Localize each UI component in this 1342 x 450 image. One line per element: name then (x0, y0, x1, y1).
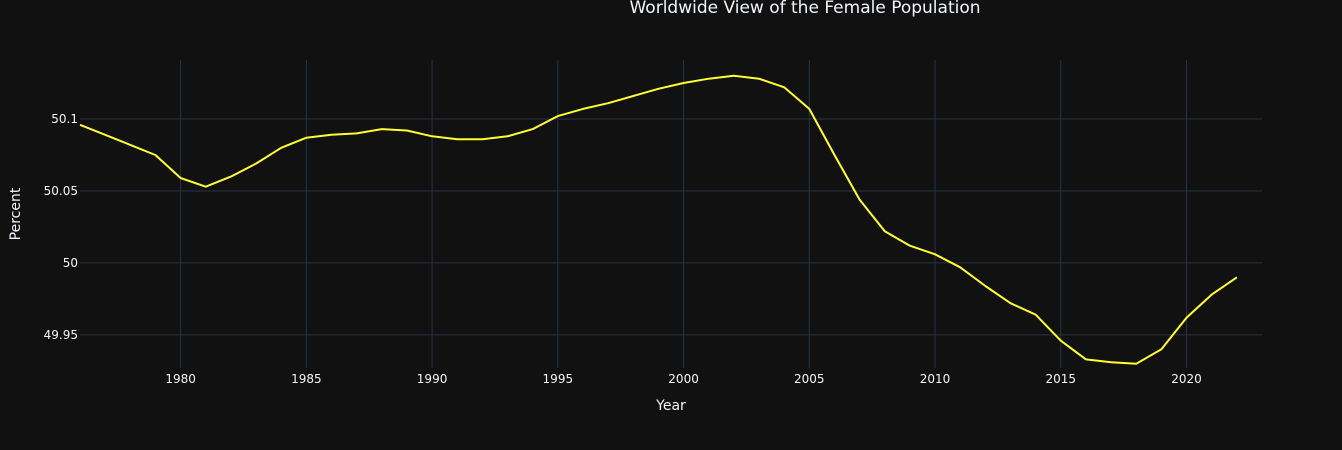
y-tick-labels: 49.95 50 50.05 50.1 (44, 112, 78, 342)
x-tick-label: 1995 (543, 372, 574, 386)
y-tick-label: 49.95 (44, 328, 78, 342)
x-axis-title: Year (655, 398, 686, 414)
y-axis-title: Percent (8, 187, 24, 240)
x-tick-label: 1990 (417, 372, 448, 386)
chart-title: Worldwide View of the Female Population (629, 0, 980, 18)
series-layer (79, 74, 1238, 365)
x-tick-labels: 1980 1985 1990 1995 2000 2005 2010 2015 2020 (165, 372, 1202, 386)
x-tick-label: 2020 (1171, 372, 1202, 386)
x-tick-label: 1985 (291, 372, 322, 386)
x-tick-label: 2015 (1046, 372, 1077, 386)
x-grid (180, 60, 1188, 368)
series-line[interactable] (79, 74, 1238, 365)
y-tick-label: 50 (63, 256, 78, 270)
y-tick-label: 50.05 (44, 184, 78, 198)
x-tick-label: 1980 (165, 372, 196, 386)
x-tick-label: 2010 (920, 372, 951, 386)
y-grid (80, 118, 1262, 336)
y-tick-label: 50.1 (51, 112, 78, 126)
x-tick-label: 2000 (668, 372, 699, 386)
x-tick-label: 2005 (794, 372, 825, 386)
